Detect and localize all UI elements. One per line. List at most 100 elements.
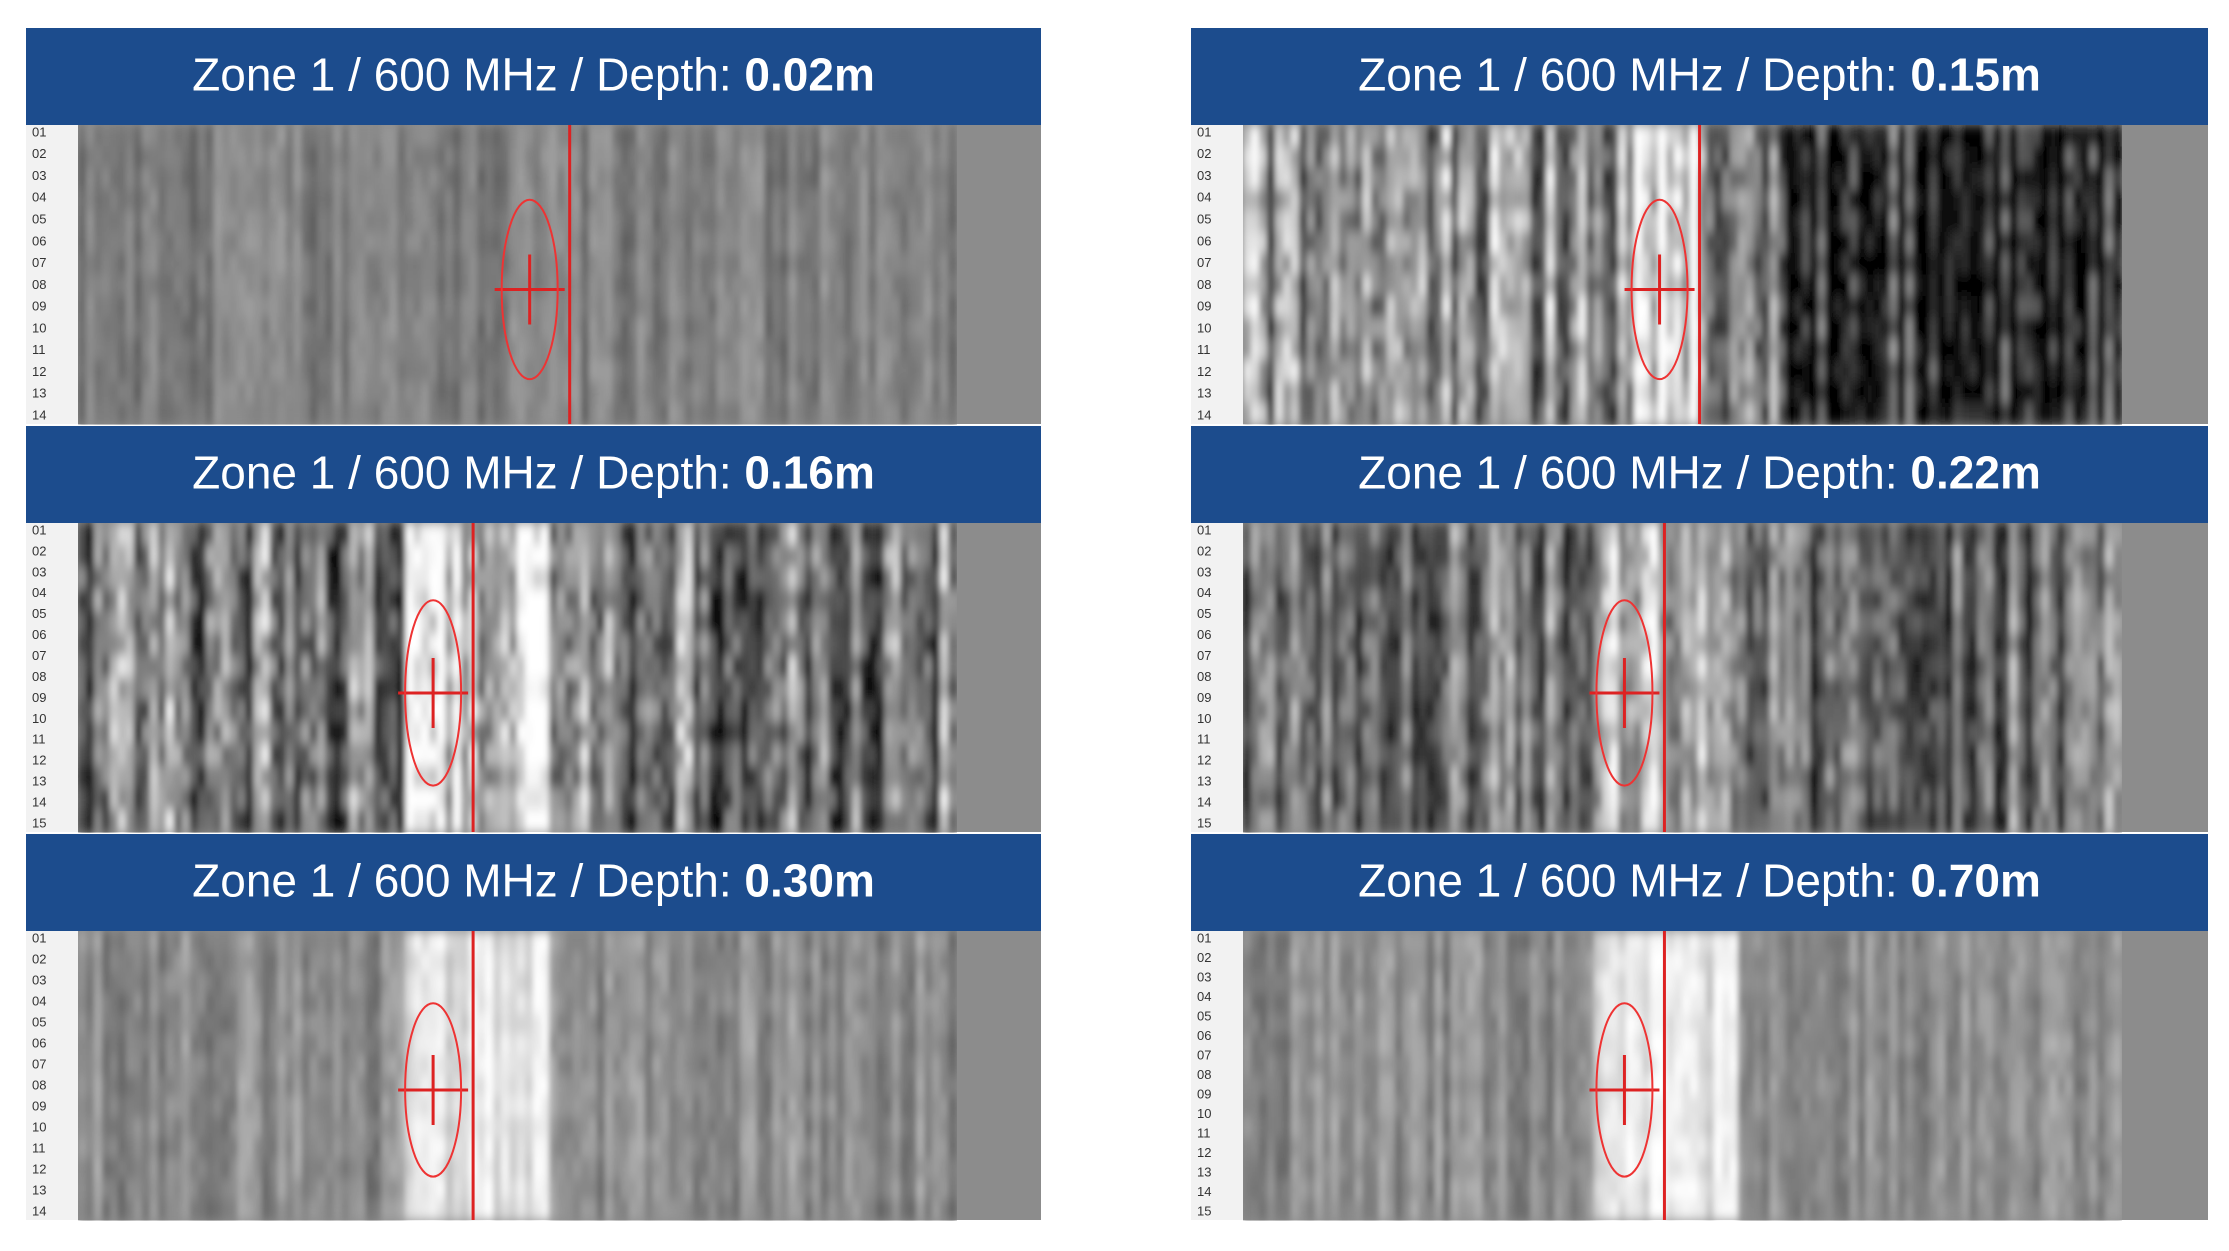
scan-cell	[540, 402, 550, 425]
scan-cell	[764, 809, 774, 833]
scan-cell	[2017, 189, 2027, 212]
scan-cell	[1801, 146, 1811, 169]
scan-cell	[636, 402, 646, 425]
scan-cell	[628, 567, 638, 591]
scan-cell	[940, 523, 949, 547]
scan-cell	[652, 125, 662, 148]
scan-cell	[852, 589, 862, 613]
scan-cell	[1721, 125, 1731, 148]
scan-cell	[469, 125, 479, 148]
scan-cell	[1705, 167, 1715, 191]
scan-cell	[1314, 765, 1324, 789]
scan-cell	[501, 274, 510, 297]
scan-cell	[876, 146, 886, 169]
scan-cell	[732, 677, 742, 701]
scan-cell	[1506, 402, 1516, 425]
scan-cell	[684, 231, 694, 255]
scan-cell	[373, 295, 383, 319]
scan-cell	[1243, 699, 1252, 723]
scan-cell	[548, 253, 558, 276]
scan-cell	[165, 210, 175, 233]
scan-cell	[1298, 787, 1308, 811]
scan-cell	[269, 787, 279, 811]
scan-cell	[1562, 125, 1572, 148]
scan-cell	[437, 125, 447, 148]
scan-cell	[1259, 765, 1268, 789]
scan-cell	[940, 721, 949, 745]
scan-cell	[1554, 210, 1564, 233]
scan-cell	[413, 295, 423, 319]
scan-cell	[1362, 381, 1372, 404]
scan-cell	[1322, 655, 1332, 679]
scan-cell	[1937, 253, 1947, 276]
scan-cell	[389, 146, 399, 169]
scan-cell	[724, 611, 734, 635]
scan-cell	[1929, 210, 1939, 233]
scan-cell	[1330, 189, 1340, 212]
scan-cell	[493, 167, 503, 191]
scan-cell	[1833, 317, 1843, 340]
scan-cell	[644, 402, 654, 425]
scan-cell	[86, 633, 95, 657]
scan-cell	[1801, 338, 1811, 361]
scan-cell	[1426, 125, 1436, 148]
scan-cell	[1378, 523, 1388, 547]
scan-cell	[1394, 633, 1404, 657]
scan-cell	[389, 189, 399, 212]
scan-cell	[373, 402, 383, 425]
scan-cell	[1953, 359, 1963, 383]
scan-cell	[301, 787, 311, 811]
scan-cell	[1466, 253, 1476, 276]
scan-cell	[1698, 210, 1707, 233]
scan-cell	[1378, 381, 1388, 404]
scan-cell	[1298, 253, 1308, 276]
scan-cell	[229, 787, 239, 811]
scan-cell	[86, 167, 95, 191]
scan-cell	[277, 787, 287, 811]
scan-cell	[1378, 125, 1388, 148]
scan-cell	[708, 295, 718, 319]
scan-cell	[1306, 167, 1316, 191]
scan-cell	[493, 359, 503, 383]
scan-cell	[932, 655, 942, 679]
scan-cell	[413, 545, 423, 569]
scan-cell	[2081, 359, 2091, 383]
scan-cell	[365, 809, 375, 833]
scan-cell	[1290, 655, 1300, 679]
scan-cell	[1817, 274, 1827, 297]
scan-cell	[1745, 274, 1755, 297]
scan-cell	[652, 231, 662, 255]
scan-cell	[772, 210, 782, 233]
scan-cell	[1857, 253, 1867, 276]
scan-cell	[2009, 125, 2019, 148]
scan-cell	[1889, 381, 1899, 404]
scan-cell	[732, 338, 742, 361]
scan-cell	[157, 189, 167, 212]
scan-cell	[1370, 611, 1380, 635]
scan-cell	[1785, 210, 1795, 233]
scan-cell	[652, 274, 662, 297]
scan-cell	[461, 295, 471, 319]
scan-cell	[2081, 295, 2091, 319]
scan-cell	[293, 567, 303, 591]
scan-cell	[1259, 317, 1268, 340]
scan-cell	[1737, 231, 1747, 255]
scan-cell	[1530, 231, 1540, 255]
scan-cell	[485, 545, 495, 569]
row-label: 06	[1197, 233, 1211, 248]
scan-cell	[2009, 231, 2019, 255]
scan-cell	[884, 699, 894, 723]
scan-cell	[277, 545, 287, 569]
scan-cell	[477, 523, 487, 547]
scan-cell	[1698, 381, 1707, 404]
scan-cell	[732, 743, 742, 767]
scan-cell	[1402, 295, 1412, 319]
scan-cell	[165, 589, 175, 613]
scan-cell	[1881, 402, 1891, 425]
scan-cell	[437, 721, 447, 745]
scan-cell	[1562, 189, 1572, 212]
scan-cell	[213, 274, 223, 297]
scan-cell	[732, 633, 742, 657]
scan-cell	[1769, 338, 1779, 361]
scan-cell	[1674, 146, 1683, 169]
